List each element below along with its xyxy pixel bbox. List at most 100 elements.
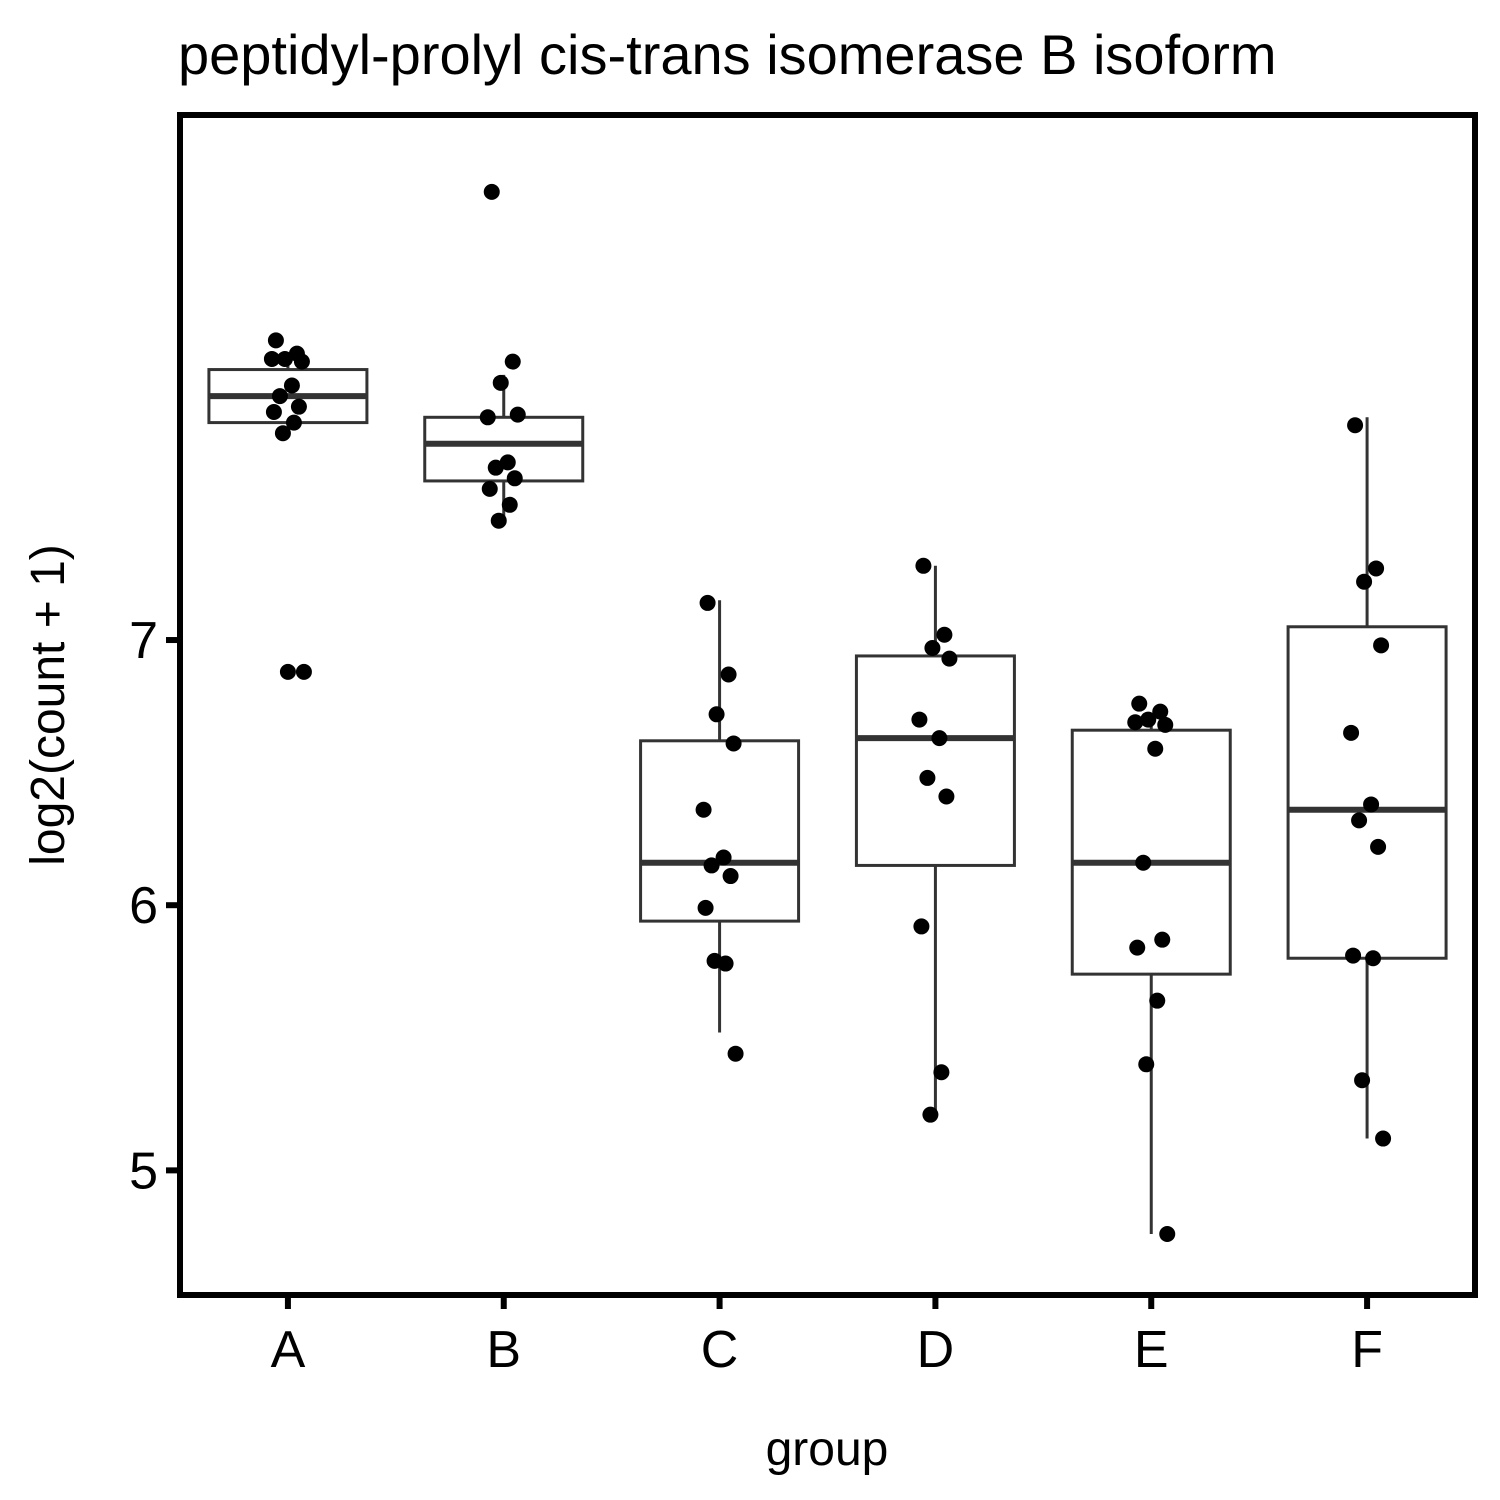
data-point: [1356, 573, 1373, 590]
points-group-a: [263, 332, 312, 680]
x-tick-label: A: [271, 1321, 306, 1379]
box-group-c: [639, 600, 801, 1033]
points-group-f: [1343, 417, 1392, 1147]
points-group-b: [479, 183, 526, 529]
data-point: [1154, 931, 1171, 948]
data-point: [1147, 740, 1164, 757]
x-axis-title: group: [766, 1423, 889, 1476]
data-point: [1363, 796, 1380, 813]
box-iqr: [1070, 728, 1232, 976]
data-point: [699, 594, 716, 611]
data-point: [481, 480, 498, 497]
data-point: [274, 425, 291, 442]
data-point: [295, 663, 312, 680]
box-group-d: [854, 565, 1016, 1115]
box-group-e: [1070, 714, 1232, 1235]
data-point: [913, 918, 930, 935]
data-point: [1159, 1226, 1176, 1243]
data-point: [1347, 417, 1364, 434]
y-tick-label: 7: [129, 612, 158, 670]
data-point: [1368, 560, 1385, 577]
data-point: [924, 639, 941, 656]
data-point: [499, 454, 516, 471]
data-point: [1354, 1072, 1371, 1089]
data-point: [720, 666, 737, 683]
data-point: [725, 735, 742, 752]
data-point: [509, 406, 526, 423]
data-point: [1351, 812, 1368, 829]
data-point: [1370, 838, 1387, 855]
data-point: [695, 801, 712, 818]
data-point: [1138, 1056, 1155, 1073]
points-group-c: [695, 594, 744, 1062]
data-point: [1343, 724, 1360, 741]
data-point: [501, 496, 518, 513]
points-group-d: [911, 557, 958, 1123]
y-tick-label: 5: [129, 1142, 158, 1200]
data-point: [911, 711, 928, 728]
data-point: [706, 952, 723, 969]
data-point: [487, 459, 504, 476]
data-point: [697, 899, 714, 916]
plot-frame: [177, 112, 1478, 1298]
box-group-f: [1286, 417, 1448, 1139]
data-point: [1135, 854, 1152, 871]
data-point: [931, 730, 948, 747]
data-point: [1129, 939, 1146, 956]
data-point: [1157, 716, 1174, 733]
data-point: [727, 1045, 744, 1062]
data-point: [506, 470, 523, 487]
data-point: [708, 706, 725, 723]
x-tick-label: C: [701, 1321, 739, 1379]
x-tick-label: E: [1134, 1321, 1169, 1379]
data-point: [1149, 992, 1166, 1009]
data-point: [1373, 637, 1390, 654]
data-point: [265, 403, 282, 420]
data-point: [279, 663, 296, 680]
data-point: [490, 512, 507, 529]
data-point: [504, 353, 521, 370]
x-tick-label: D: [917, 1321, 955, 1379]
data-point: [479, 409, 496, 426]
data-point: [1131, 695, 1148, 712]
y-axis-title: log2(count + 1): [22, 544, 75, 866]
box-group-b: [423, 374, 585, 521]
data-point: [933, 1064, 950, 1081]
data-point: [492, 374, 509, 391]
x-tick-label: B: [486, 1321, 521, 1379]
box-iqr: [1286, 625, 1448, 960]
data-point: [1365, 950, 1382, 967]
points-group-e: [1127, 695, 1176, 1243]
data-point: [290, 398, 307, 415]
data-point: [715, 849, 732, 866]
data-point: [267, 332, 284, 349]
data-point: [283, 377, 300, 394]
data-point: [722, 868, 739, 885]
box-iqr: [639, 739, 801, 923]
data-point: [919, 769, 936, 786]
data-point: [938, 788, 955, 805]
data-point: [276, 350, 293, 367]
data-point: [1127, 714, 1144, 731]
data-point: [1375, 1130, 1392, 1147]
box-iqr: [423, 415, 585, 483]
data-point: [293, 353, 310, 370]
axes: 5 6 7 A B C D E F: [129, 612, 1383, 1379]
data-point: [703, 857, 720, 874]
chart-title: peptidyl-prolyl cis-trans isomerase B is…: [178, 23, 1277, 86]
data-point: [936, 626, 953, 643]
data-point: [1345, 947, 1362, 964]
data-point: [1152, 703, 1169, 720]
x-tick-label: F: [1351, 1321, 1383, 1379]
data-point: [941, 650, 958, 667]
plot-area: [207, 183, 1448, 1243]
box-iqr: [854, 654, 1016, 867]
y-tick-label: 6: [129, 877, 158, 935]
data-point: [285, 414, 302, 431]
data-point: [1140, 711, 1157, 728]
data-point: [271, 388, 288, 405]
data-point: [483, 183, 500, 200]
data-point: [263, 350, 280, 367]
data-point: [922, 1106, 939, 1123]
